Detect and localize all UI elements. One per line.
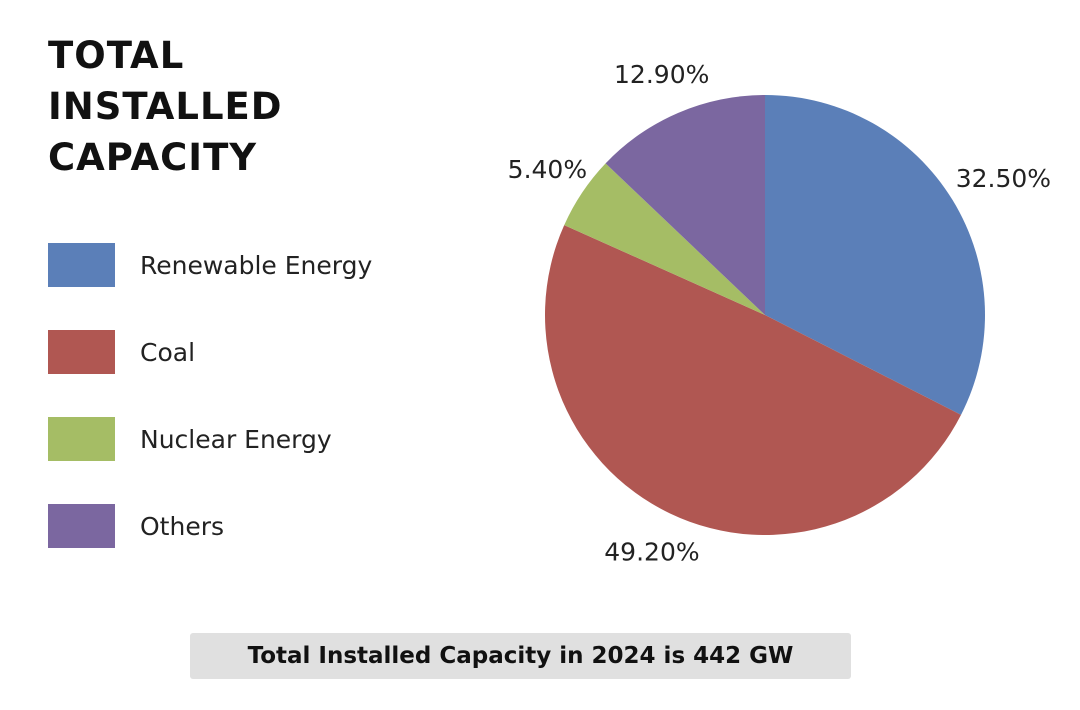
- legend-swatch: [48, 243, 115, 287]
- legend-item-coal: Coal: [48, 330, 372, 374]
- pie-slice-coal: [544, 225, 962, 535]
- legend-label: Nuclear Energy: [140, 424, 332, 454]
- legend-item-nuclear: Nuclear Energy: [48, 417, 372, 461]
- legend-item-others: Others: [48, 504, 372, 548]
- pie-slice-nuclear: [564, 163, 765, 315]
- legend-label: Renewable Energy: [140, 250, 373, 280]
- chart-title: TOTAL INSTALLED CAPACITY: [48, 34, 283, 179]
- legend-swatch: [48, 417, 115, 461]
- data-label-nuclear: 5.40%: [508, 155, 587, 184]
- legend-swatch: [48, 504, 115, 548]
- legend-swatch: [48, 330, 115, 374]
- data-label-others: 12.90%: [614, 60, 709, 89]
- legend-label: Coal: [140, 337, 196, 367]
- legend-label: Others: [140, 511, 225, 541]
- pie-slice-others: [605, 95, 765, 315]
- legend-item-renewable: Renewable Energy: [48, 243, 372, 287]
- data-label-renewable: 32.50%: [956, 164, 1051, 193]
- legend: Renewable Energy Coal Nuclear Energy Oth…: [48, 243, 372, 591]
- footer-note: Total Installed Capacity in 2024 is 442 …: [190, 633, 851, 679]
- pie-slice-renewable: [765, 95, 985, 415]
- data-label-coal: 49.20%: [604, 537, 699, 566]
